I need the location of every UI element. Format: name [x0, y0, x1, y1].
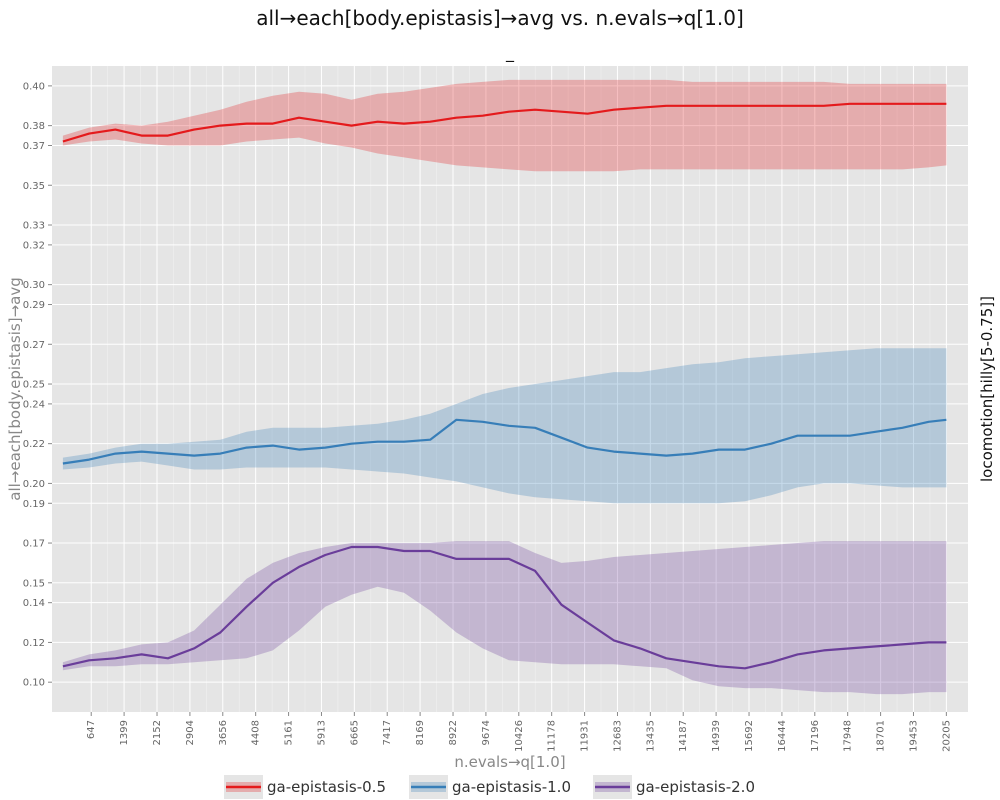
- x-tick-label: 2904: [185, 720, 196, 745]
- y-tick-label: 0.10: [23, 678, 45, 689]
- x-tick-label: 4408: [251, 720, 262, 745]
- y-tick-label: 0.25: [23, 380, 45, 391]
- y-tick-label: 0.32: [23, 240, 45, 251]
- grid: [52, 66, 968, 712]
- x-tick-label: 12683: [612, 720, 623, 752]
- plot-area: [52, 66, 968, 712]
- y-tick-label: 0.19: [23, 499, 45, 510]
- y-tick-label: 0.14: [23, 598, 45, 609]
- x-tick-label: 20205: [941, 720, 952, 752]
- x-tick-label: 5913: [316, 720, 327, 745]
- x-tick-label: 17196: [810, 720, 821, 752]
- x-tick-label: 10426: [514, 720, 525, 752]
- x-tick-label: 6665: [349, 720, 360, 745]
- y-tick-label: 0.20: [23, 479, 45, 490]
- y-tick-label: 0.30: [23, 280, 45, 291]
- x-tick-label: 647: [86, 720, 97, 739]
- y-tick-label: 0.37: [23, 141, 45, 152]
- facet-label: locomotion[hilly[5-0.75]]: [978, 296, 996, 482]
- x-tick-label: 2152: [152, 720, 163, 745]
- y-tick-label: 0.33: [23, 221, 45, 232]
- x-tick-label: 14187: [678, 720, 689, 752]
- series-lines: [62, 102, 947, 670]
- y-tick-label: 0.35: [23, 181, 45, 192]
- x-tick-label: 16444: [777, 720, 788, 752]
- y-tick-label: 0.24: [23, 399, 45, 410]
- x-tick-label: 11178: [547, 720, 558, 752]
- x-tick-label: 14939: [711, 720, 722, 752]
- x-axis-ticks: 647 1399 2152 2904 3656 4408 5161 5913 6665 7417 8…: [86, 712, 952, 752]
- x-tick-label: 3656: [218, 720, 229, 745]
- x-tick-label: 18701: [876, 720, 887, 752]
- y-tick-label: 0.22: [23, 439, 45, 450]
- series-band-ga-epistasis-0.5: [62, 79, 947, 172]
- chart-subtitle: _: [505, 43, 515, 63]
- x-tick-label: 5161: [284, 720, 295, 745]
- y-tick-label: 0.27: [23, 340, 45, 351]
- legend-item: ga-epistasis-1.0: [409, 775, 571, 799]
- x-tick-label: 8922: [448, 720, 459, 745]
- x-tick-label: 8169: [415, 720, 426, 745]
- x-tick-label: 17948: [843, 720, 854, 752]
- y-axis-ticks: 0.10 0.12 0.14 0.15 0.17 0.19 0.20 0.22 0.24 0.25…: [23, 81, 52, 689]
- x-tick-label: 1399: [119, 720, 130, 745]
- series-line-ga-epistasis-2.0: [62, 545, 947, 670]
- x-axis-label: n.evals→q[1.0]: [454, 753, 565, 771]
- x-tick-label: 15692: [744, 720, 755, 752]
- series-line-ga-epistasis-0.5: [62, 102, 947, 143]
- x-tick-label: 13435: [645, 720, 656, 752]
- y-tick-label: 0.40: [23, 81, 45, 92]
- y-tick-label: 0.12: [23, 638, 45, 649]
- y-tick-label: 0.29: [23, 300, 45, 311]
- series-line-ga-epistasis-1.0: [62, 418, 947, 465]
- legend-item: ga-epistasis-2.0: [593, 775, 755, 799]
- x-tick-label: 11931: [580, 720, 591, 752]
- y-tick-label: 0.17: [23, 539, 45, 550]
- series-band-ga-epistasis-2.0: [62, 541, 947, 695]
- legend-label: ga-epistasis-2.0: [636, 778, 755, 796]
- y-axis-label: all→each[body.epistasis]→avg: [6, 277, 24, 500]
- y-tick-label: 0.38: [23, 121, 45, 132]
- y-tick-label: 0.15: [23, 578, 45, 589]
- legend-label: ga-epistasis-1.0: [452, 778, 571, 796]
- legend-item: ga-epistasis-0.5: [224, 775, 386, 799]
- x-tick-label: 7417: [382, 720, 393, 745]
- x-tick-label: 9674: [481, 720, 492, 745]
- x-tick-label: 19453: [908, 720, 919, 752]
- legend: ga-epistasis-0.5 ga-epistasis-1.0 ga-epist…: [224, 775, 755, 799]
- legend-label: ga-epistasis-0.5: [267, 778, 386, 796]
- chart-title: all→each[body.epistasis]→avg vs. n.evals…: [256, 6, 744, 30]
